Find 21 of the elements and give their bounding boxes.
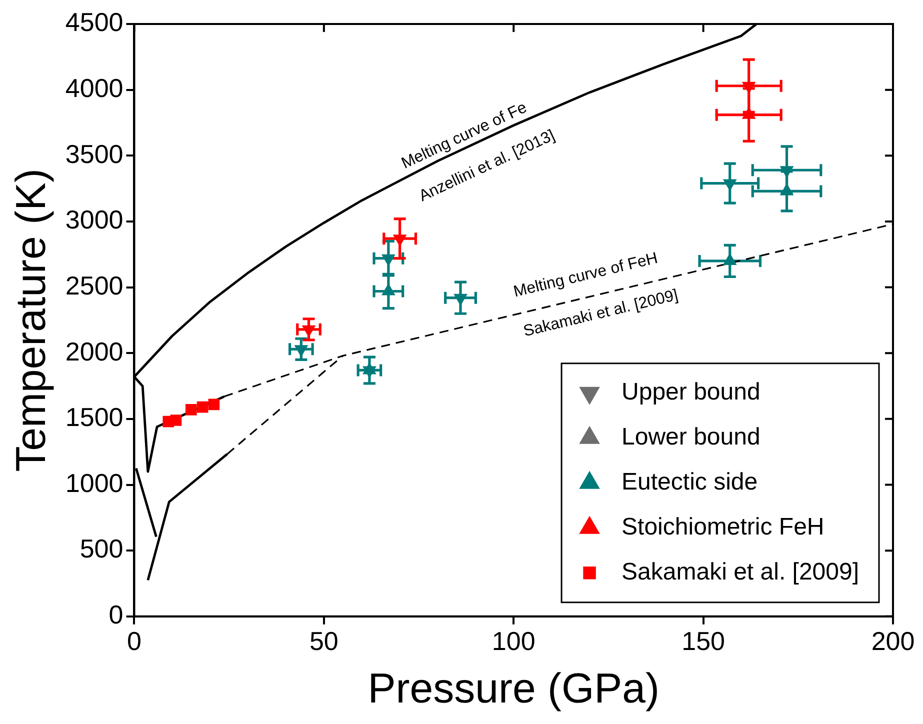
legend-label: Eutectic side (622, 468, 758, 496)
y-tick-label: 2000 (65, 336, 124, 366)
legend-label: Stoichiometric FeH (622, 514, 824, 541)
y-tick-label: 4000 (65, 72, 124, 103)
y-tick-label: 1500 (65, 402, 124, 432)
legend-label: Lower bound (622, 424, 760, 451)
x-tick-label: 50 (309, 626, 338, 656)
y-tick-label: 0 (108, 600, 124, 630)
legend-label: Upper bound (622, 378, 760, 406)
x-tick-label: 150 (682, 626, 726, 656)
x-tick-label: 200 (871, 626, 915, 656)
y-tick-label: 500 (80, 534, 124, 564)
legend-label: Sakamaki et al. [2009] (622, 558, 859, 586)
y-tick-label: 2500 (65, 270, 124, 300)
x-axis-title: Pressure (GPa) (368, 664, 660, 712)
y-axis-title: Temperature (K) (6, 168, 54, 472)
y-tick-label: 4500 (65, 7, 124, 38)
x-tick-label: 100 (492, 626, 536, 656)
y-tick-label: 1000 (65, 468, 124, 498)
y-tick-label: 3500 (65, 138, 124, 169)
y-tick-label: 3000 (65, 204, 124, 235)
